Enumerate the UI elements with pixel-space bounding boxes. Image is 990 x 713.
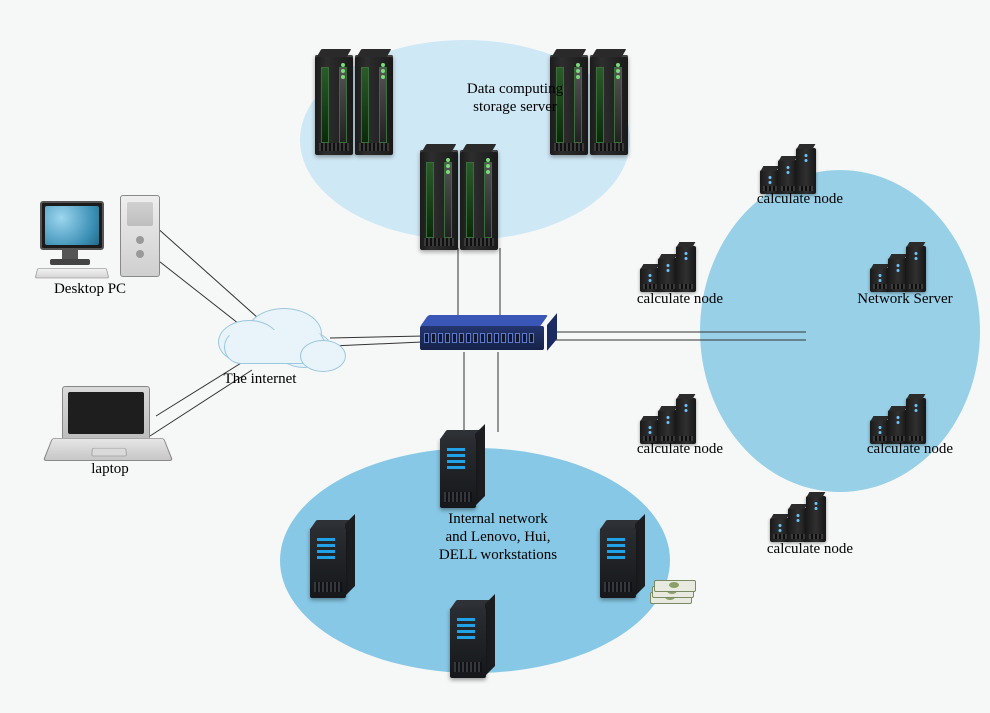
netserver-label: Network Server	[840, 290, 970, 308]
money-icon	[650, 580, 692, 604]
calculate-node-icon	[640, 240, 702, 292]
calculate-node-icon	[640, 392, 702, 444]
workstation-icon	[310, 520, 356, 598]
workstation-icon	[600, 520, 646, 598]
workstation-icon	[440, 430, 486, 508]
internet-label: The internet	[200, 370, 320, 388]
calc-left2-label: calculate node	[620, 440, 740, 458]
calculate-node-icon	[870, 392, 932, 444]
network-diagram: { "canvas": { "width": 990, "height": 71…	[0, 0, 990, 713]
laptop-label: laptop	[60, 460, 160, 478]
workstation-icon	[450, 600, 496, 678]
cloud-icon	[210, 300, 340, 370]
calc-left1-label: calculate node	[620, 290, 740, 308]
desktop-pc-icon	[40, 195, 160, 280]
network-switch-icon	[420, 315, 550, 355]
calc-bottom-label: calculate node	[750, 540, 870, 558]
calc-right-label: calculate node	[850, 440, 970, 458]
laptop-icon	[52, 386, 162, 466]
calculate-node-icon	[760, 142, 822, 194]
mainframe-icon	[315, 55, 399, 159]
mainframe-icon	[420, 150, 504, 254]
calculate-node-icon	[870, 240, 932, 292]
storage-label: Data computing storage server	[430, 80, 600, 116]
calculate-node-icon	[770, 490, 832, 542]
desktop-pc-label: Desktop PC	[30, 280, 150, 298]
calc-top-label: calculate node	[740, 190, 860, 208]
workstations-label: Internal network and Lenovo, Hui, DELL w…	[398, 510, 598, 564]
